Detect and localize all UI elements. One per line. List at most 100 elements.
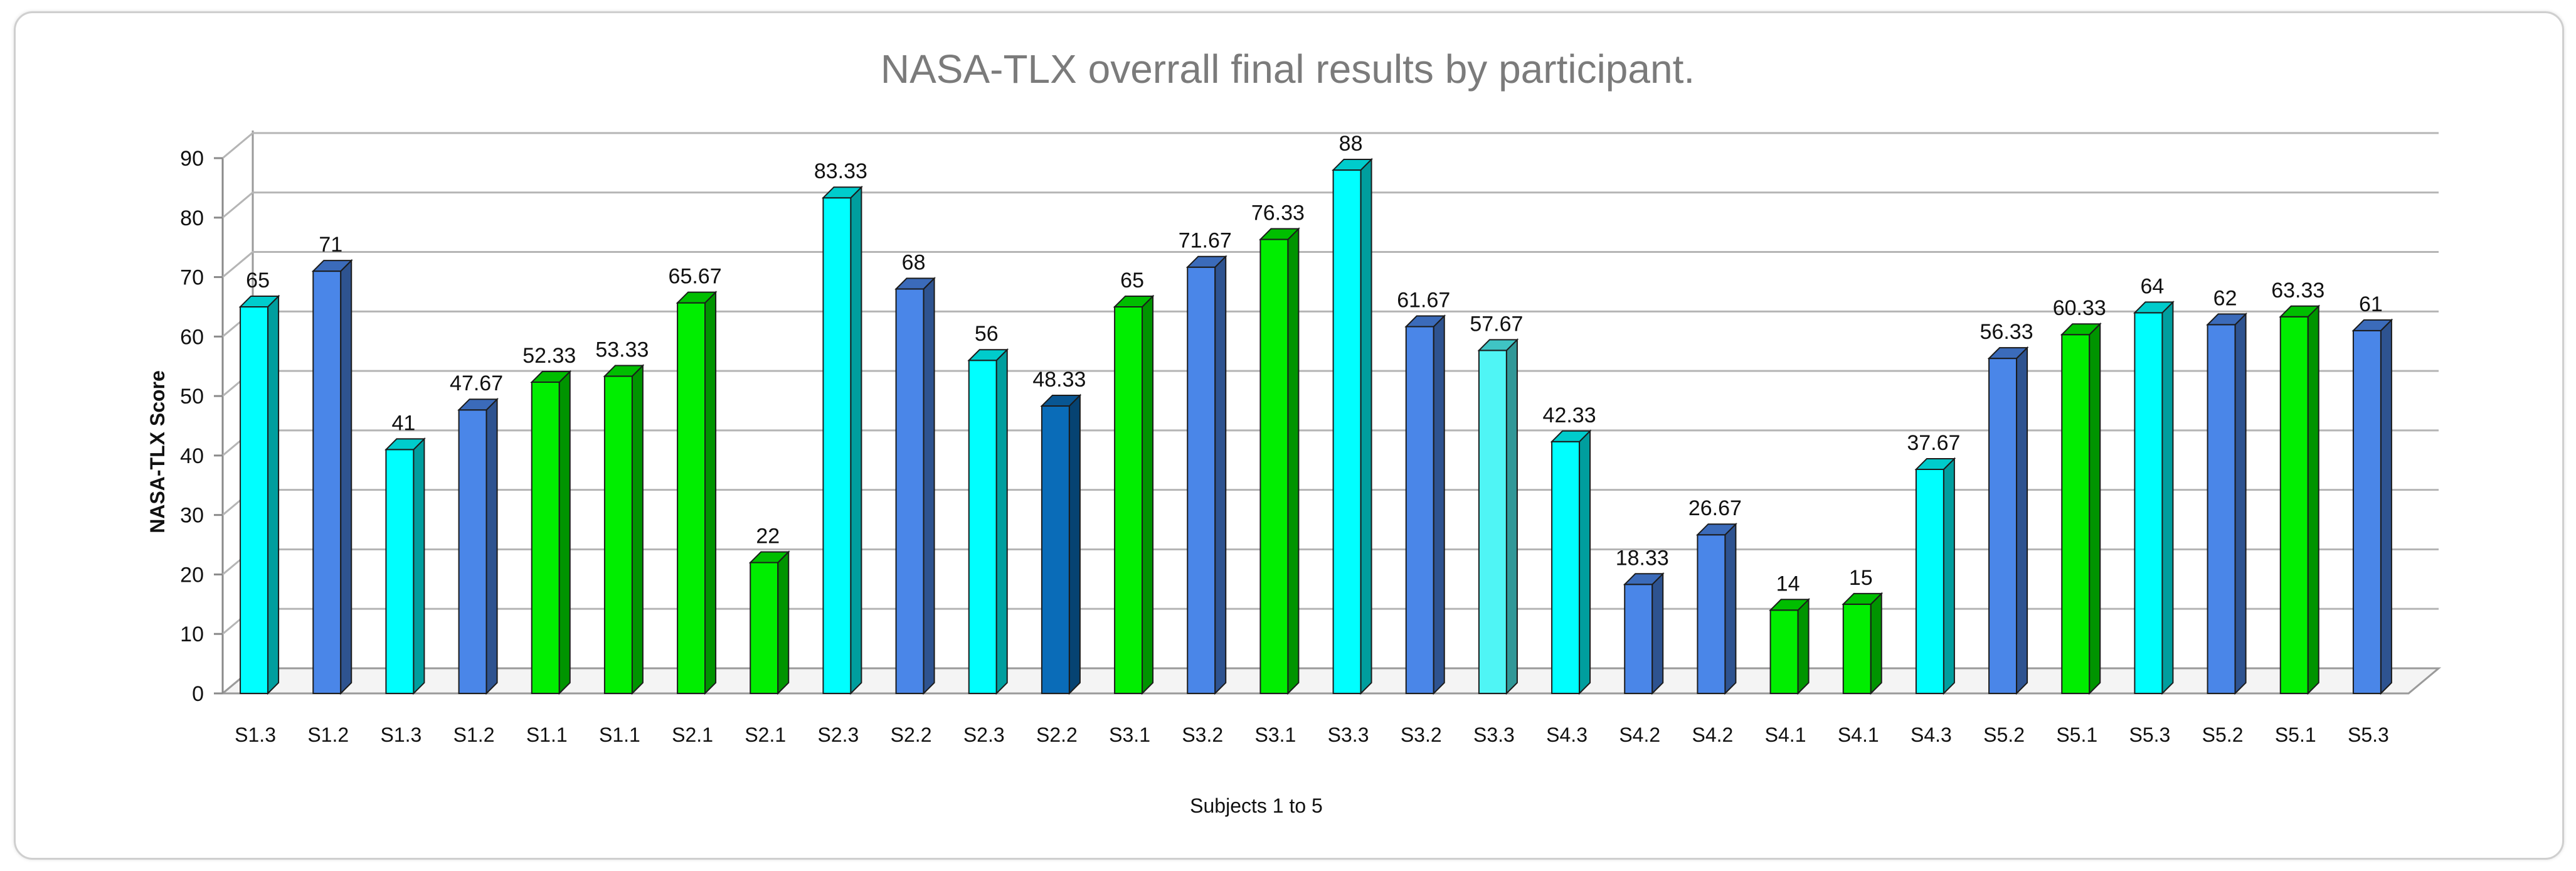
- x-axis-label: Subjects 1 to 5: [1190, 794, 1323, 817]
- bar-value-label: 52.33: [522, 344, 576, 368]
- bar-value-label: 83.33: [814, 159, 867, 183]
- bar-value-label: 88: [1339, 132, 1363, 156]
- bar-top-face: [967, 349, 1009, 361]
- bar-side-face: [1505, 338, 1518, 695]
- bar-top-face: [1769, 599, 1810, 611]
- bar-side-face: [923, 277, 935, 695]
- bar-top-face: [1113, 295, 1155, 307]
- bar-front-face: [1114, 306, 1143, 694]
- bar-front-face: [2134, 312, 2163, 694]
- bar-top-face: [676, 291, 718, 304]
- bar-top-face: [1185, 255, 1227, 268]
- y-tick-label: 10: [180, 623, 204, 646]
- bar-value-label: 37.67: [1907, 431, 1960, 455]
- bar-19: 42.33: [1543, 403, 1596, 695]
- bar-side-face: [1724, 522, 1737, 695]
- bar-front-face: [1697, 534, 1726, 694]
- bar-front-face: [1187, 266, 1216, 694]
- bar-top-face: [1696, 523, 1737, 536]
- bar-front-face: [2352, 329, 2382, 694]
- bar-side-face: [1142, 294, 1154, 695]
- y-tick-label: 90: [180, 147, 204, 171]
- x-tick-label: S3.2: [1182, 724, 1223, 746]
- bar-value-label: 41: [392, 411, 416, 435]
- x-tick-label: S3.3: [1328, 724, 1369, 746]
- bar-front-face: [312, 270, 342, 695]
- bar-top-face: [2206, 313, 2247, 326]
- bar-side-face: [1651, 572, 1664, 695]
- bar-value-label: 68: [902, 251, 926, 275]
- x-tick-label: S4.3: [1911, 724, 1952, 746]
- bar-side-face: [1870, 592, 1882, 695]
- x-tick-label: S4.2: [1692, 724, 1734, 746]
- bar-front-face: [750, 562, 779, 694]
- bar-value-label: 42.33: [1543, 403, 1596, 427]
- bar-side-face: [413, 437, 425, 695]
- bar-front-face: [1842, 603, 1872, 694]
- x-tick-label: S5.2: [2202, 724, 2244, 746]
- bar-top-face: [2060, 323, 2102, 336]
- bar-value-label: 65: [246, 269, 270, 292]
- bar-top-face: [1477, 339, 1519, 351]
- bar-top-face: [1040, 394, 1082, 407]
- bar-value-label: 48.33: [1032, 368, 1086, 392]
- bar-value-label: 47.67: [450, 371, 503, 395]
- bar-16: 88: [1332, 132, 1373, 695]
- bar-side-face: [1360, 158, 1372, 695]
- x-tick-label: S2.3: [963, 724, 1005, 746]
- bar-27: 64: [2133, 274, 2175, 695]
- bars: 65 71 41 47.67 52.33 53.33 65.67 22 83.33 68 56 48.…: [238, 132, 2393, 695]
- bar-top-face: [822, 186, 863, 199]
- x-tick-label: S1.3: [235, 724, 276, 746]
- x-tick-label: S2.1: [672, 724, 713, 746]
- bar-10: 68: [894, 251, 936, 695]
- bar-side-face: [340, 259, 352, 695]
- x-tick-label: S3.2: [1401, 724, 1442, 746]
- bar-top-face: [2351, 319, 2393, 331]
- bar-side-face: [485, 397, 498, 695]
- bar-side-face: [995, 348, 1008, 695]
- bar-front-face: [2207, 324, 2236, 694]
- bar-top-face: [238, 295, 280, 307]
- bar-side-face: [1287, 227, 1300, 695]
- x-tick-label: S3.1: [1255, 724, 1296, 746]
- bar-front-face: [385, 449, 415, 695]
- bar-front-face: [1478, 350, 1507, 694]
- bar-top-face: [1259, 228, 1300, 240]
- bar-side-face: [558, 370, 571, 695]
- bar-side-face: [1433, 314, 1445, 695]
- bar-top-face: [311, 260, 353, 272]
- y-tick-label: 80: [180, 206, 204, 230]
- bar-front-face: [603, 375, 633, 694]
- bar-13: 65: [1113, 269, 1155, 695]
- bar-side-face: [631, 364, 644, 695]
- bar-top-face: [2279, 305, 2321, 318]
- x-tick-label: S4.3: [1546, 724, 1587, 746]
- y-tick-label: 70: [180, 266, 204, 290]
- x-tick-label: S2.2: [1036, 724, 1078, 746]
- bar-5: 52.33: [522, 344, 576, 695]
- x-tick-label: S4.2: [1619, 724, 1660, 746]
- bar-value-label: 63.33: [2271, 279, 2324, 302]
- gridline: [222, 191, 2439, 218]
- bar-11: 56: [967, 322, 1009, 695]
- bar-front-face: [2061, 334, 2091, 694]
- bar-18: 57.67: [1470, 312, 1523, 695]
- bar-side-face: [777, 550, 790, 695]
- bar-front-face: [240, 306, 269, 694]
- bar-value-label: 61: [2359, 292, 2383, 316]
- y-axis-label: NASA-TLX Score: [146, 370, 169, 533]
- x-tick-label: S5.3: [2129, 724, 2171, 746]
- bar-value-label: 65: [1120, 269, 1144, 292]
- bar-side-face: [2307, 304, 2319, 695]
- bar-21: 26.67: [1688, 496, 1742, 695]
- bar-front-face: [968, 360, 997, 694]
- bar-value-label: 62: [2213, 286, 2237, 310]
- bar-30: 61: [2351, 292, 2393, 695]
- bar-top-face: [1404, 315, 1446, 328]
- bar-side-face: [2380, 318, 2392, 695]
- bar-26: 60.33: [2053, 296, 2106, 695]
- bar-top-face: [457, 398, 499, 411]
- x-tick-label: S4.1: [1765, 724, 1806, 746]
